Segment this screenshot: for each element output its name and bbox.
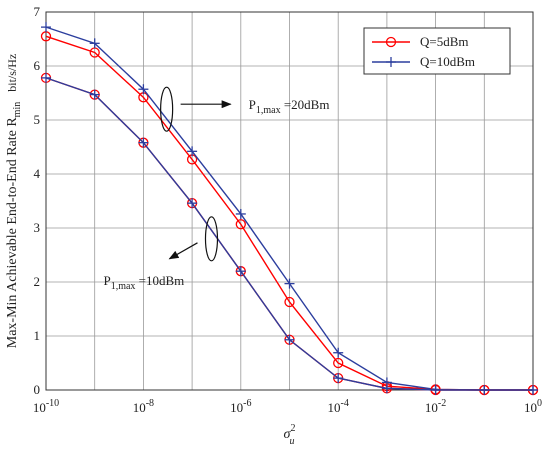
x-tick-label: 100 — [524, 398, 542, 415]
data-point-plus — [89, 89, 100, 100]
x-axis-title: σ2 u — [284, 423, 296, 447]
y-tick-label: 4 — [34, 166, 41, 181]
data-point-plus — [528, 385, 538, 395]
data-point-circle — [333, 357, 344, 369]
annotation-p20: P1,max =20dBm — [160, 86, 330, 132]
x-tick-label: 10-4 — [328, 398, 349, 415]
legend-label: Q=10dBm — [420, 54, 475, 69]
plot-frame — [45, 11, 534, 391]
x-tick-label: 10-6 — [230, 398, 251, 415]
y-tick-label: 2 — [34, 274, 41, 289]
y-tick-label: 5 — [34, 112, 41, 127]
y-axis-title: Max-Min Achievable End-to-End Rate Rminb… — [5, 54, 23, 349]
data-point-plus — [41, 22, 51, 33]
data-point-plus — [41, 72, 51, 83]
x-tick-label: 10-8 — [133, 398, 154, 415]
legend-label: Q=5dBm — [420, 34, 469, 49]
data-point-plus — [333, 373, 344, 384]
data-point-plus — [187, 146, 198, 157]
data-point-plus — [430, 385, 441, 395]
annotation-label: P1,max =20dBm — [249, 97, 330, 116]
group-ellipse — [160, 86, 174, 132]
data-series — [40, 22, 539, 396]
annotation-arrow — [168, 242, 198, 260]
data-point-plus — [479, 385, 490, 395]
legend: Q=5dBm Q=10dBm — [363, 27, 511, 75]
x-tick-label: 10-2 — [425, 398, 446, 415]
y-tick-label: 6 — [34, 58, 41, 73]
y-tick-label: 3 — [34, 220, 41, 235]
y-tick-label: 7 — [34, 4, 41, 19]
annotation-p10: P1,max =10dBm — [103, 216, 219, 292]
legend-marker-circle — [385, 36, 397, 48]
data-point-plus — [284, 334, 295, 345]
annotations: P1,max =20dBm P1,max =10dBm — [103, 86, 330, 292]
tick-labels: 10-10 10-8 10-6 10-4 10-2 100 0 1 2 3 4 5 6 7 — [33, 4, 542, 415]
data-point-plus — [138, 84, 149, 95]
data-point-circle — [284, 296, 295, 308]
series-q-10dbm-p1max-10dbm — [41, 72, 538, 395]
group-ellipse — [204, 216, 219, 262]
legend-box — [363, 27, 511, 75]
data-point-plus — [381, 383, 392, 394]
y-tick-label: 0 — [34, 382, 41, 397]
x-tick-label: 10-10 — [33, 398, 59, 415]
data-point-plus — [235, 266, 246, 277]
axis-titles: σ2 u Max-Min Achievable End-to-End Rate Rm… — [5, 54, 295, 447]
legend-entry: Q=10dBm — [372, 54, 475, 69]
y-tick-label: 1 — [34, 328, 41, 343]
data-point-plus — [89, 38, 100, 49]
data-point-plus — [333, 347, 344, 358]
legend-entry: Q=5dBm — [372, 34, 469, 49]
data-point-plus — [284, 278, 295, 289]
data-point-plus — [187, 198, 198, 209]
data-point-circle — [235, 219, 246, 230]
annotation-label: P1,max =10dBm — [103, 273, 184, 292]
axes — [45, 11, 534, 391]
data-point-plus — [235, 208, 246, 219]
data-point-plus — [138, 137, 149, 148]
